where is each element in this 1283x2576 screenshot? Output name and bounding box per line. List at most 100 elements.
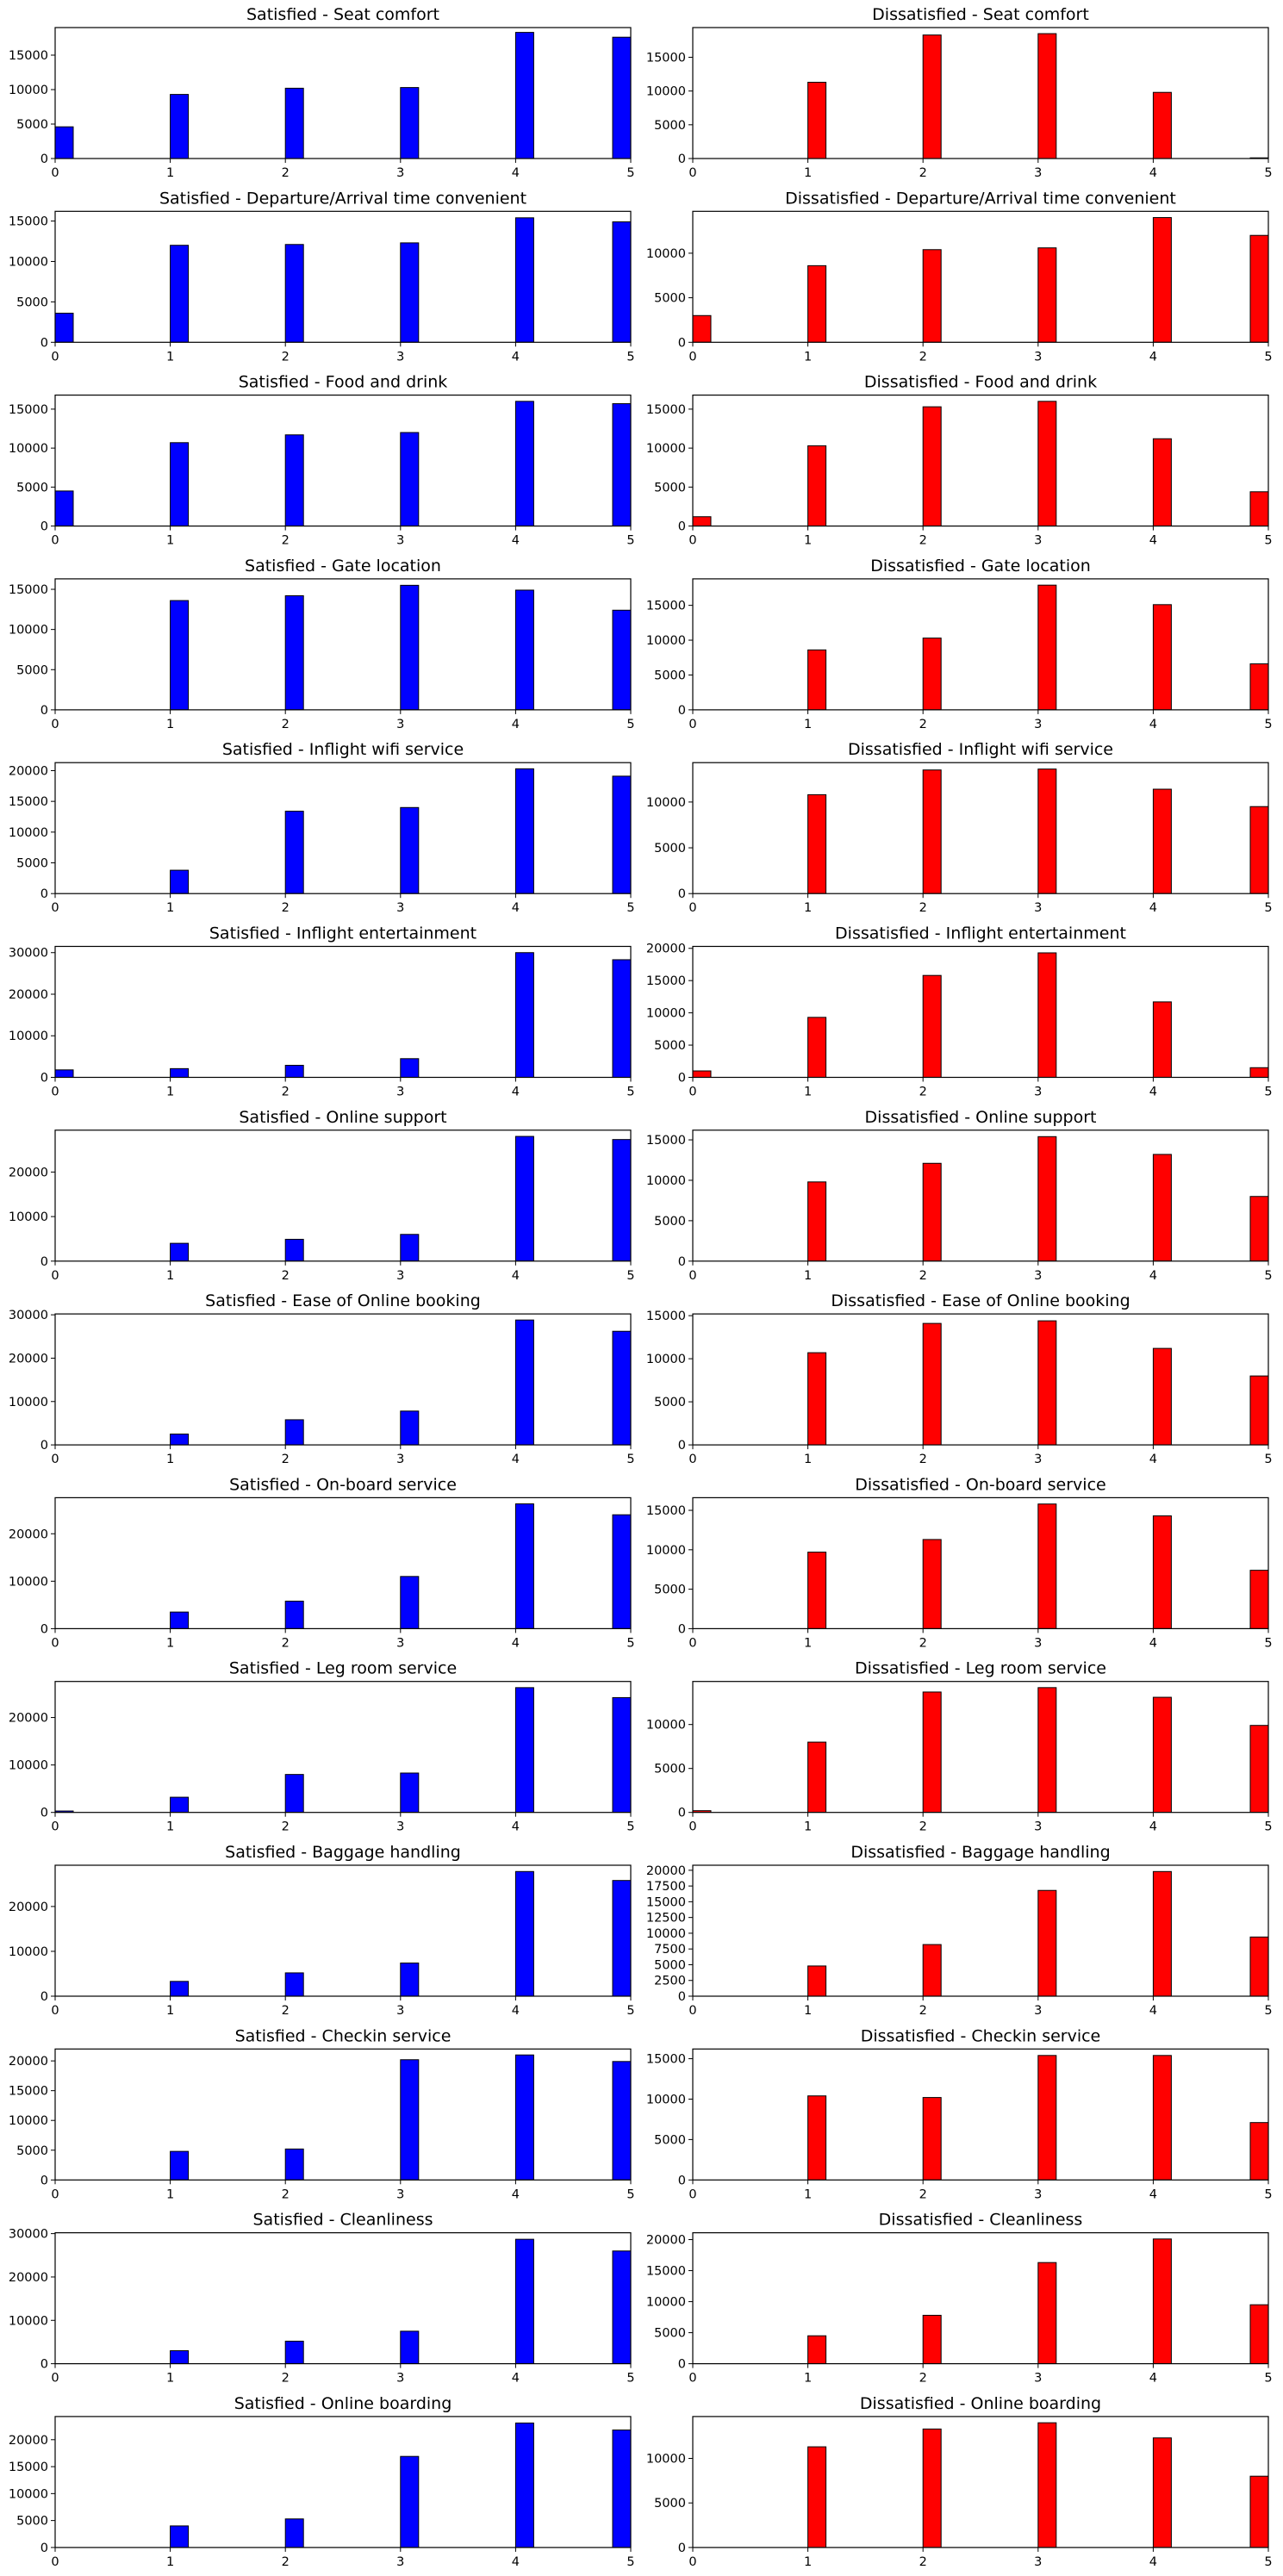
x-tick-label: 3 (1034, 350, 1042, 364)
bars (807, 1503, 1268, 1629)
axes-frame (692, 945, 1269, 1079)
bars (170, 2422, 631, 2548)
y-tick-label: 15000 (646, 1310, 686, 1323)
y-tick-label: 0 (678, 1990, 686, 2004)
bar-1 (807, 1352, 827, 1446)
subplot-title: Dissatisfied - Gate location (870, 557, 1091, 576)
y-tick-label: 0 (40, 1072, 48, 1086)
axes-frame (54, 1313, 632, 1446)
x-tick-label: 5 (1264, 2004, 1272, 2018)
y-tick-label: 5000 (654, 1396, 686, 1409)
y-tick-label: 0 (678, 336, 686, 350)
bar-3 (1037, 2262, 1057, 2364)
x-tick-label: 1 (166, 1086, 174, 1099)
x-tick-label: 3 (396, 1269, 404, 1283)
y-tick-label: 5000 (654, 1215, 686, 1229)
y-tick-label: 20000 (646, 2234, 686, 2248)
x-tick-label: 1 (804, 718, 812, 731)
bar-1 (807, 1552, 827, 1629)
y-tick-label: 0 (678, 1072, 686, 1086)
x-tick-label: 0 (51, 534, 59, 548)
y-tick-label: 5000 (654, 2133, 686, 2147)
y-tick-label: 5000 (654, 292, 686, 306)
subplot-title: Satisfied - On-board service (229, 1475, 457, 1494)
x-tick-label: 4 (1149, 166, 1157, 180)
x-tick-label: 1 (166, 2004, 174, 2018)
x-tick-label: 3 (1034, 534, 1042, 548)
bar-3 (400, 806, 420, 894)
bar-2 (922, 974, 942, 1078)
bars (170, 584, 631, 710)
x-tick-label: 3 (1034, 2555, 1042, 2569)
bar-4 (1152, 217, 1172, 343)
subplot-4: 0 1 2 3 4 5 0 5000 10000 15000 Satisfied - Food an… (9, 373, 635, 548)
subplot-title: Dissatisfied - Inflight entertainment (835, 924, 1126, 943)
x-tick-label: 1 (166, 1820, 174, 1834)
axes-frame (692, 2416, 1269, 2548)
x-tick-label: 2 (282, 1453, 290, 1466)
x-tick-label: 0 (51, 1269, 59, 1283)
bars (807, 1136, 1268, 1261)
y-tick-label: 10000 (9, 2314, 48, 2328)
subplot-title: Satisfied - Inflight wifi service (222, 740, 464, 759)
bars (170, 1319, 631, 1446)
y-tick-label: 10000 (9, 2487, 48, 2501)
bar-5 (1249, 234, 1268, 343)
bar-0 (693, 314, 712, 343)
x-tick-label: 1 (804, 2555, 812, 2569)
bar-0 (55, 126, 74, 159)
x-tick-label: 0 (51, 350, 59, 364)
y-tick-label: 20000 (9, 1901, 48, 1914)
bar-5 (612, 2430, 631, 2548)
x-tick-label: 1 (166, 534, 174, 548)
bars (807, 2055, 1268, 2181)
y-tick-label: 0 (40, 1439, 48, 1453)
bar-2 (284, 1774, 304, 1813)
x-tick-label: 4 (512, 2187, 520, 2201)
bar-1 (170, 1611, 190, 1629)
x-tick-label: 2 (282, 2555, 290, 2569)
bar-2 (922, 1162, 942, 1261)
y-tick-label: 0 (40, 1990, 48, 2004)
y-tick-label: 2500 (654, 1975, 686, 1988)
bar-2 (922, 769, 942, 894)
bar-3 (400, 1576, 420, 1629)
x-tick-label: 1 (804, 2187, 812, 2201)
x-tick-label: 5 (1264, 2187, 1272, 2201)
bar-3 (400, 2059, 420, 2181)
bar-5 (612, 1514, 631, 1629)
bars (55, 401, 631, 526)
x-tick-label: 3 (396, 2372, 404, 2386)
bars (55, 1687, 631, 1813)
bar-3 (1037, 2055, 1057, 2181)
bar-3 (400, 87, 420, 159)
x-tick-label: 0 (51, 901, 59, 915)
x-tick-label: 0 (688, 2555, 696, 2569)
y-tick-label: 20000 (9, 2271, 48, 2285)
x-tick-label: 1 (804, 1086, 812, 1099)
bar-2 (284, 244, 304, 343)
subplot-title: Dissatisfied - On-board service (855, 1475, 1105, 1494)
bar-5 (612, 1696, 631, 1813)
x-tick-label: 5 (1264, 166, 1272, 180)
bar-5 (1249, 663, 1268, 710)
y-tick-label: 10000 (9, 1030, 48, 1043)
bar-1 (807, 649, 827, 710)
axes-frame (692, 2048, 1269, 2181)
bar-2 (922, 1944, 942, 1996)
bars (807, 33, 1268, 159)
subplot-title: Satisfied - Cleanliness (253, 2211, 433, 2230)
bar-2 (284, 1600, 304, 1629)
bar-5 (612, 403, 631, 526)
y-tick-label: 10000 (9, 84, 48, 97)
subplot-title: Dissatisfied - Departure/Arrival time co… (785, 189, 1176, 208)
x-tick-label: 1 (166, 718, 174, 731)
bars (807, 1870, 1268, 1996)
bar-4 (514, 589, 534, 710)
x-tick-label: 2 (282, 1636, 290, 1650)
x-tick-label: 5 (1264, 2372, 1272, 2386)
x-tick-label: 2 (282, 2187, 290, 2201)
y-tick-label: 10000 (9, 1210, 48, 1224)
x-tick-label: 3 (1034, 2004, 1042, 2018)
x-tick-label: 3 (1034, 166, 1042, 180)
